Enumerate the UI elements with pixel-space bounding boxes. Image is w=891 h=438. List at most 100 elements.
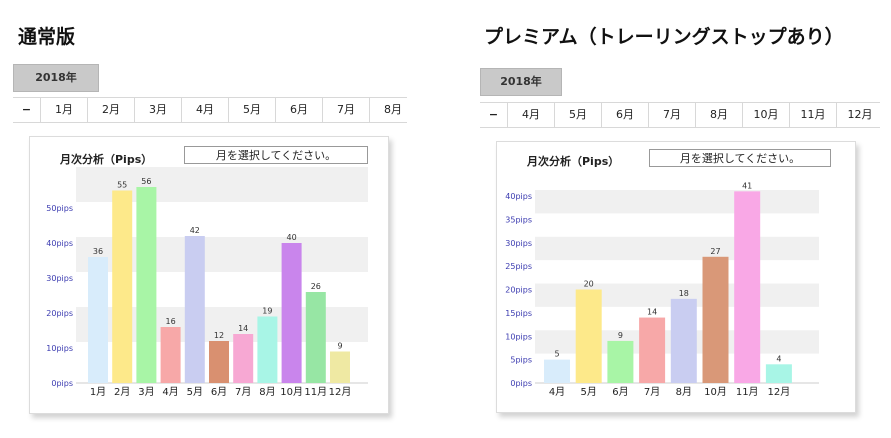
data-label: 27 [710, 247, 720, 256]
y-tick-label: 20pips [46, 309, 73, 318]
tab-month[interactable]: 8月 [696, 103, 743, 127]
tab-month[interactable]: 8月 [370, 98, 407, 122]
y-tick-label: 0pips [510, 379, 532, 388]
data-label: 20 [584, 280, 594, 289]
tab-month[interactable]: 1月 [41, 98, 88, 122]
bar [544, 359, 570, 383]
x-tick-label: 8月 [259, 386, 275, 398]
tab-month[interactable]: 7月 [323, 98, 370, 122]
data-label: 36 [93, 247, 103, 256]
bar [88, 257, 108, 383]
data-label: 55 [117, 181, 127, 190]
bar [184, 236, 205, 383]
x-tick-label: 5月 [187, 386, 203, 398]
y-tick-label: 0pips [51, 379, 73, 388]
data-label: 26 [311, 282, 321, 291]
x-tick-label: 6月 [612, 386, 628, 398]
x-tick-label: 1月 [90, 386, 106, 398]
y-tick-label: 10pips [505, 332, 532, 341]
bar [639, 317, 666, 383]
tab-month[interactable]: 7月 [649, 103, 696, 127]
y-tick-label: 10pips [46, 344, 73, 353]
x-tick-label: 11月 [736, 386, 759, 398]
grid-band [535, 190, 819, 214]
bar [765, 364, 792, 383]
x-tick-label: 6月 [211, 386, 227, 398]
y-tick-label: 5pips [510, 356, 532, 365]
x-tick-label: 5月 [581, 386, 597, 398]
panel-title: プレミアム（トレーリングストップあり） [484, 26, 844, 48]
tab-month[interactable]: 11月 [790, 103, 837, 127]
grid-band [535, 236, 819, 261]
data-label: 18 [679, 289, 689, 298]
y-tick-label: 40pips [505, 192, 532, 201]
tab-collapse[interactable]: − [480, 103, 508, 127]
data-label: 14 [647, 308, 657, 317]
bar [607, 340, 634, 383]
x-tick-label: 12月 [768, 386, 791, 398]
tab-month[interactable]: 5月 [229, 98, 276, 122]
tab-month[interactable]: 10月 [743, 103, 790, 127]
month-select[interactable]: 月を選択してください。 [184, 146, 368, 164]
data-label: 12 [214, 331, 224, 340]
bar [160, 327, 181, 383]
data-label: 16 [166, 317, 176, 326]
month-tabs: −1月 2月 3月 4月 5月 6月 7月 8月 [13, 97, 407, 123]
bar [670, 298, 697, 383]
y-tick-label: 50pips [46, 204, 73, 213]
bar [136, 187, 157, 383]
tab-month[interactable]: 4月 [182, 98, 229, 122]
month-select[interactable]: 月を選択してください。 [649, 149, 831, 167]
tab-month[interactable]: 2月 [88, 98, 135, 122]
bar [305, 292, 326, 383]
bar [257, 316, 278, 383]
tab-month[interactable]: 3月 [135, 98, 182, 122]
data-label: 5 [554, 350, 559, 359]
y-tick-label: 25pips [505, 262, 532, 271]
bar-chart: 0pips 10pips 20pips 30pips 40pips 50pips 36 1月 5… [46, 167, 368, 398]
x-tick-label: 12月 [329, 386, 352, 398]
y-tick-label: 40pips [46, 239, 73, 248]
chart-card: 月次分析（Pips） 月を選択してください。 0pips 5pips 10pips 1… [496, 141, 856, 413]
x-tick-label: 10月 [280, 386, 303, 398]
y-tick-label: 15pips [505, 309, 532, 318]
tab-month[interactable]: 6月 [602, 103, 649, 127]
panel-title: 通常版 [18, 26, 76, 48]
tab-month[interactable]: 12月 [837, 103, 880, 127]
chart-title: 月次分析（Pips） [60, 153, 153, 166]
bar [112, 190, 133, 383]
x-tick-label: 7月 [235, 386, 251, 398]
data-label: 9 [618, 331, 623, 340]
year-tab[interactable]: 2018年 [480, 68, 562, 96]
data-label: 42 [190, 226, 200, 235]
data-label: 41 [742, 181, 752, 190]
data-label: 56 [141, 177, 151, 186]
data-label: 14 [238, 324, 248, 333]
y-tick-label: 35pips [505, 215, 532, 224]
month-tabs: −4月 5月 6月 7月 8月 10月 11月 12月 [480, 102, 880, 128]
bar [330, 351, 350, 383]
y-tick-label: 30pips [46, 274, 73, 283]
x-tick-label: 11月 [304, 386, 327, 398]
bar-chart: 0pips 5pips 10pips 15pips 20pips 25pips 30pips… [505, 181, 819, 398]
bar [575, 289, 602, 383]
x-tick-label: 8月 [676, 386, 692, 398]
chart-card: 月次分析（Pips） 月を選択してください。 0pips 10pips 20pips… [29, 136, 389, 414]
bar [734, 191, 761, 383]
tab-month[interactable]: 4月 [508, 103, 555, 127]
x-tick-label: 2月 [114, 386, 130, 398]
data-label: 9 [337, 342, 342, 351]
year-tab[interactable]: 2018年 [13, 64, 99, 92]
data-label: 4 [776, 354, 781, 363]
data-label: 19 [262, 307, 272, 316]
bar [702, 256, 729, 383]
tab-collapse[interactable]: − [13, 98, 41, 122]
tab-month[interactable]: 6月 [276, 98, 323, 122]
y-tick-label: 30pips [505, 239, 532, 248]
x-tick-label: 7月 [644, 386, 660, 398]
x-tick-label: 4月 [549, 386, 565, 398]
tab-month[interactable]: 5月 [555, 103, 602, 127]
x-tick-label: 4月 [162, 386, 178, 398]
bar [233, 334, 254, 383]
data-label: 40 [287, 233, 297, 242]
